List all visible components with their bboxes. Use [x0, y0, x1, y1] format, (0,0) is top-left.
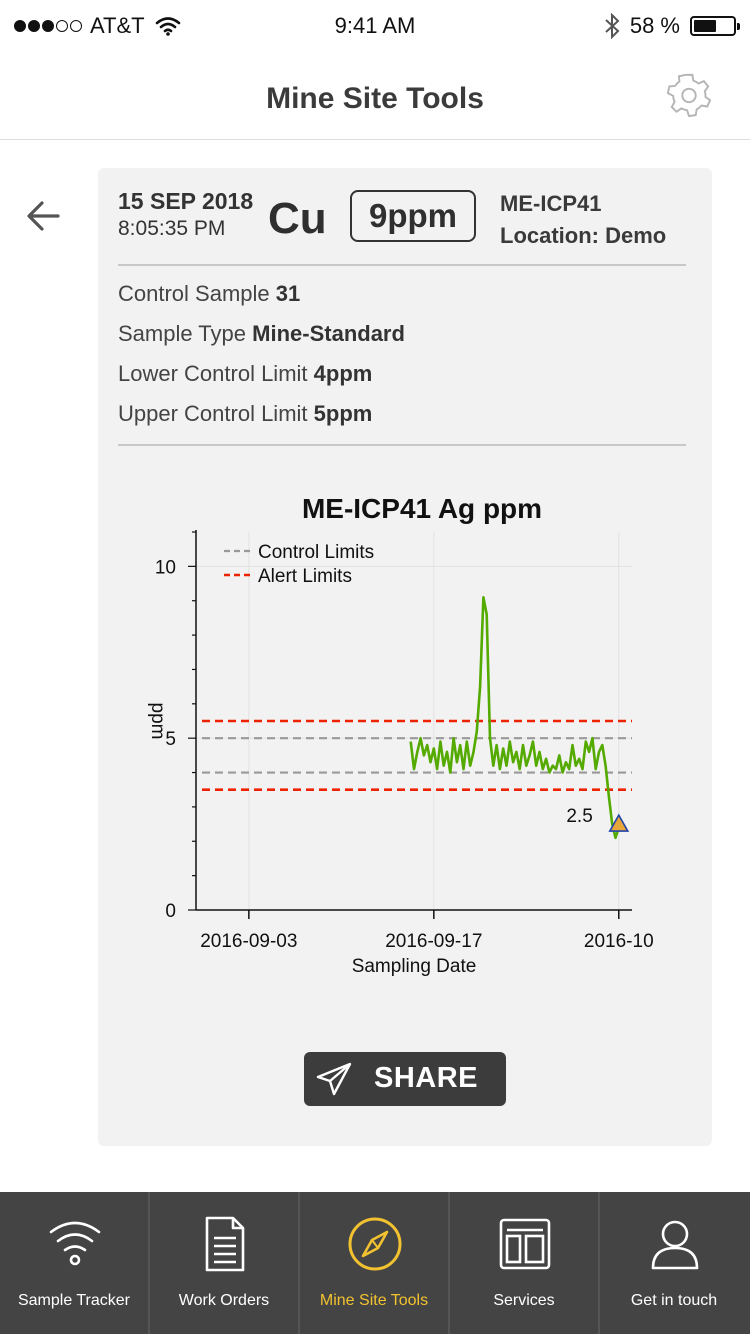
wifi-icon [155, 17, 180, 36]
legend-label: Control Limits [258, 542, 374, 563]
sample-datetime: 15 SEP 2018 8:05:35 PM [118, 188, 253, 241]
status-right: 58 % [604, 13, 740, 39]
annotation-marker [608, 813, 630, 832]
x-tick-label: 2016-09-03 [200, 931, 297, 952]
status-time: 9:41 AM [334, 13, 416, 38]
tab-sample-tracker[interactable]: Sample Tracker [0, 1192, 150, 1334]
document-icon [205, 1216, 245, 1272]
detail-label: Upper Control Limit [118, 401, 308, 426]
battery-icon [690, 16, 740, 36]
detail-row-lower-limit: Lower Control Limit 4ppm [118, 358, 405, 398]
paper-plane-icon [316, 1062, 352, 1096]
compass-icon [348, 1217, 402, 1271]
app-header: Mine Site Tools [0, 52, 750, 140]
sample-date: 15 SEP 2018 [118, 188, 254, 214]
status-left: AT&T [14, 13, 181, 39]
element-symbol: Cu [268, 194, 327, 243]
detail-label: Lower Control Limit [118, 361, 308, 386]
y-axis-label: ppm [147, 703, 168, 740]
tab-work-orders[interactable]: Work Orders [150, 1192, 300, 1334]
layout-icon [499, 1218, 551, 1270]
method-block: ME-ICP41 Location: Demo [500, 188, 666, 252]
divider [118, 444, 686, 446]
tab-label: Mine Site Tools [319, 1292, 429, 1309]
detail-row-upper-limit: Upper Control Limit 5ppm [118, 398, 405, 438]
battery-level-fill [694, 20, 717, 32]
y-tick-label: 10 [155, 557, 176, 578]
tab-get-in-touch[interactable]: Get in touch [600, 1192, 750, 1334]
detail-value: 5ppm [313, 401, 373, 426]
signal-strength-icon [14, 20, 82, 32]
sample-time: 8:05:35 PM [118, 217, 226, 240]
bluetooth-icon [605, 13, 620, 39]
legend-label: Alert Limits [258, 566, 352, 587]
tab-label: Work Orders [178, 1292, 270, 1309]
x-tick-label: 2016-09-17 [385, 931, 482, 952]
x-axis-label: Sampling Date [352, 956, 477, 977]
tab-label: Get in touch [630, 1292, 718, 1309]
annotation-label: 2.5 [566, 806, 592, 827]
y-tick-label: 0 [165, 901, 176, 922]
x-tick-label: 2016-10 [584, 931, 654, 952]
detail-label: Control Sample [118, 281, 270, 306]
tab-label: Services [493, 1292, 555, 1309]
series-line [409, 596, 624, 840]
tab-bar: Sample Tracker Work Orders Mine Site Too… [0, 1192, 750, 1334]
sample-card: 15 SEP 2018 8:05:35 PM Cu 9ppm ME-ICP41 … [98, 168, 712, 1146]
tab-services[interactable]: Services [450, 1192, 600, 1334]
detail-row-control-sample: Control Sample 31 [118, 278, 405, 318]
tab-label: Sample Tracker [17, 1292, 131, 1309]
user-icon [651, 1220, 699, 1270]
back-arrow-icon[interactable] [24, 196, 64, 236]
chart-title: ME-ICP41 Ag ppm [302, 493, 542, 524]
sample-details: Control Sample 31 Sample Type Mine-Stand… [118, 278, 405, 438]
control-chart: ME-ICP41 Ag ppm 0 5 10 2016-09-03 2016-09-17 2… [147, 493, 654, 977]
page-title: Mine Site Tools [266, 82, 484, 115]
battery-percentage: 58 % [629, 13, 680, 38]
method-code: ME-ICP41 [500, 191, 602, 216]
status-bar: AT&T 9:41 AM 58 % [0, 0, 750, 52]
gear-icon[interactable] [666, 72, 712, 118]
share-label: SHARE [374, 1062, 479, 1094]
y-tick-label: 5 [165, 729, 176, 750]
location: Location: Demo [500, 223, 667, 248]
share-button[interactable]: SHARE [304, 1052, 506, 1106]
detail-row-sample-type: Sample Type Mine-Standard [118, 318, 405, 358]
carrier-name: AT&T [90, 13, 145, 38]
detail-value: Mine-Standard [252, 321, 405, 346]
wifi-icon [49, 1221, 101, 1266]
divider [118, 264, 686, 266]
sample-value-badge: 9ppm [350, 190, 476, 242]
detail-label: Sample Type [118, 321, 247, 346]
tab-mine-site-tools[interactable]: Mine Site Tools [300, 1192, 450, 1334]
detail-value: 4ppm [313, 361, 373, 386]
detail-value: 31 [275, 281, 301, 306]
